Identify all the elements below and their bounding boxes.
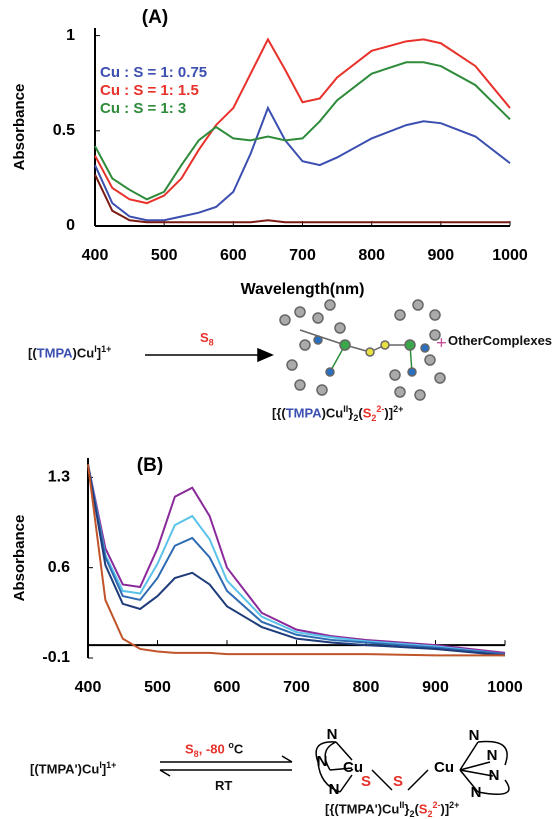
atom-label: N — [317, 753, 328, 770]
label-part: [( — [28, 345, 37, 360]
x-axis-label: Wavelength(nm) — [241, 281, 365, 298]
label-part: [{( — [272, 405, 286, 420]
label-part: )Cu — [73, 345, 95, 360]
molecule-a — [280, 300, 445, 400]
atom-label: S — [361, 773, 371, 790]
x-tick-label: 500 — [151, 247, 178, 264]
scheme-label: OtherComplexes — [448, 333, 557, 348]
series-line — [88, 464, 505, 655]
y-tick-label: 0 — [66, 217, 75, 234]
x-tick-label: 800 — [353, 679, 380, 696]
label-part: TMPA' — [39, 761, 78, 776]
x-tick-label: 1000 — [492, 247, 528, 264]
label-part: [( — [30, 761, 39, 776]
y-tick-label: -0.1 — [42, 649, 70, 666]
scheme-text: + — [436, 333, 447, 355]
atom-label: N — [487, 747, 498, 764]
y-tick-label: 1 — [66, 27, 75, 44]
x-tick-label: 900 — [427, 247, 454, 264]
x-tick-label: 1000 — [487, 679, 523, 696]
label-part: 2+ — [449, 800, 459, 810]
atom-label: N — [471, 784, 482, 801]
y-axis-label: Absorbance — [11, 515, 28, 602]
legend-entry: Cu : S = 1: 1.5 — [100, 82, 199, 99]
legend-entry: Cu : S = 1: 0.75 — [100, 64, 207, 81]
label-part: Complexes — [483, 333, 552, 348]
x-tick-label: 600 — [220, 247, 247, 264]
label-part: )Cu — [78, 761, 100, 776]
x-tick-label: 600 — [214, 679, 241, 696]
label-part: )Cu — [378, 801, 400, 816]
atom-label: S — [393, 773, 403, 790]
label-part: 2 — [371, 413, 376, 423]
scheme-label: S8 — [200, 330, 214, 348]
label-part: 2+ — [393, 404, 403, 414]
x-tick-label: 900 — [422, 679, 449, 696]
x-tick-label: 700 — [289, 247, 316, 264]
atom-label: N — [327, 726, 338, 743]
label-part: Other — [448, 333, 483, 348]
label-part: 8 — [209, 338, 214, 348]
series-line — [88, 464, 505, 654]
scheme-text: RT — [215, 778, 232, 793]
atom-label: N — [489, 767, 500, 784]
series-line — [88, 464, 505, 655]
label-part: 2- — [432, 800, 440, 810]
label-part: TMPA — [286, 405, 322, 420]
scheme-label: S8, -80 oC — [185, 740, 243, 759]
y-axis-label: Absorbance — [11, 84, 28, 171]
series-line — [88, 464, 505, 654]
x-tick-label: 700 — [283, 679, 310, 696]
atom-label: Cu — [434, 759, 454, 776]
label-part: S — [200, 330, 209, 345]
atom-label: N — [329, 781, 340, 798]
x-tick-label: 400 — [75, 679, 102, 696]
panel-label: (B) — [137, 455, 163, 476]
label-part: TMPA — [37, 345, 73, 360]
figure: 0 0.5 1 400 500 600 700 800 900 1000 (A) Absorbance… — [0, 0, 557, 819]
scheme-label: [{(TMPA)CuII}2(S22-)]2+ — [272, 404, 403, 423]
label-part: C — [234, 741, 243, 756]
x-tick-label: 500 — [144, 679, 171, 696]
label-part: )Cu — [322, 405, 344, 420]
legend-entry: Cu : S = 1: 3 — [100, 100, 186, 117]
label-part: TMPA' — [339, 801, 378, 816]
label-part: S — [185, 741, 194, 756]
label-part: )] — [384, 405, 393, 420]
scheme-label: [{(TMPA')CuII}2(S22-)]2+ — [325, 800, 459, 819]
series-line — [95, 108, 510, 220]
scheme-label: [(TMPA)CuI]1+ — [28, 344, 111, 360]
label-part: 1+ — [101, 344, 111, 354]
label-part: )] — [441, 801, 450, 816]
atom-label: N — [469, 727, 480, 744]
scheme-label: [(TMPA')CuI]1+ — [30, 760, 116, 776]
label-part: 1+ — [106, 760, 116, 770]
x-tick-label: 400 — [82, 247, 109, 264]
y-tick-label: 1.3 — [48, 469, 70, 486]
label-part: 2 — [427, 809, 432, 819]
series-line — [88, 464, 505, 652]
label-part: [{( — [325, 801, 339, 816]
y-tick-label: 0.5 — [53, 122, 75, 139]
x-tick-label: 800 — [358, 247, 385, 264]
panel-label: (A) — [142, 7, 168, 28]
y-tick-label: 0.6 — [48, 559, 70, 576]
label-part: , -80 — [199, 741, 229, 756]
